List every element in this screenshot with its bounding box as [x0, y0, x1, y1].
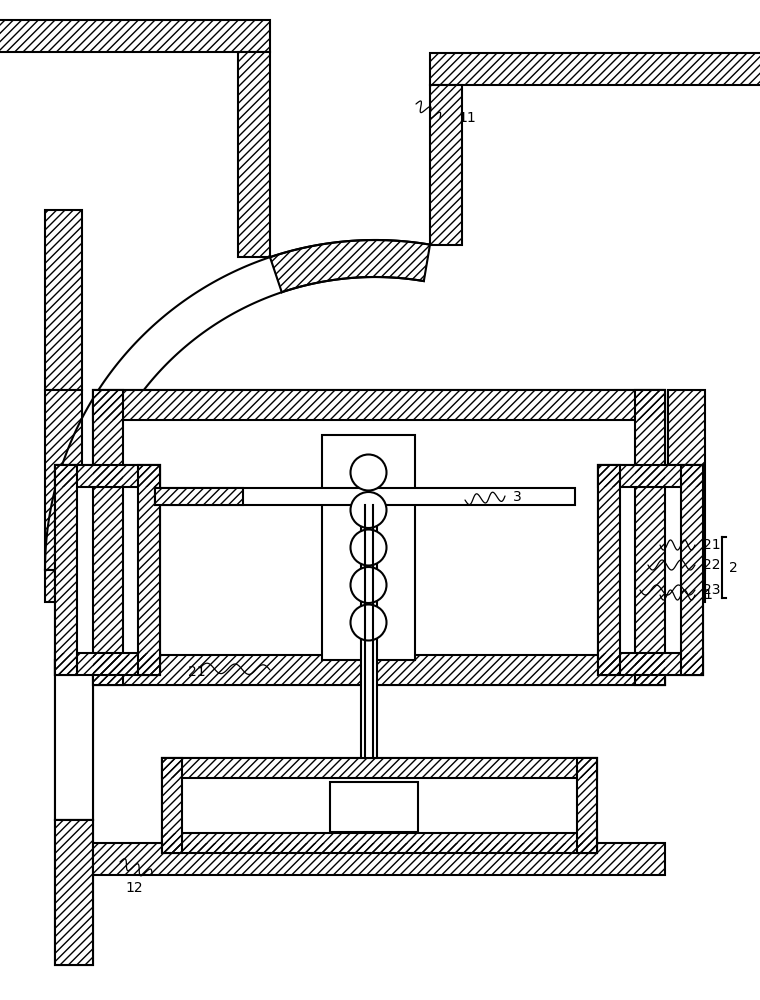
Bar — [0, 20, 270, 52]
Polygon shape — [270, 240, 430, 292]
Bar — [430, 53, 760, 85]
Circle shape — [350, 567, 387, 603]
Text: 21: 21 — [188, 665, 206, 679]
Text: 12: 12 — [125, 881, 143, 895]
Bar — [430, 85, 462, 245]
Bar — [45, 210, 82, 390]
Bar — [55, 465, 160, 675]
Text: 2: 2 — [729, 561, 738, 575]
Bar — [668, 390, 705, 570]
Text: 1: 1 — [703, 588, 712, 602]
Bar — [238, 52, 270, 257]
Circle shape — [350, 454, 387, 490]
Bar — [55, 653, 160, 675]
Text: 21: 21 — [703, 538, 720, 552]
Bar — [360, 505, 376, 758]
Bar — [598, 653, 703, 675]
Bar — [635, 390, 665, 685]
Bar — [598, 465, 703, 487]
Bar — [55, 820, 93, 965]
Bar — [45, 390, 82, 570]
Bar — [93, 390, 665, 420]
Bar — [138, 465, 160, 675]
Bar — [681, 465, 703, 675]
Bar — [45, 210, 82, 390]
Bar — [45, 570, 705, 602]
Bar — [55, 653, 160, 675]
Bar — [162, 758, 597, 853]
Bar — [162, 758, 182, 853]
Bar — [430, 85, 462, 245]
Bar — [93, 843, 665, 875]
Bar — [45, 570, 705, 602]
Bar — [162, 758, 597, 778]
Circle shape — [350, 530, 387, 566]
Bar — [93, 390, 665, 685]
Bar — [162, 758, 597, 778]
Bar — [93, 390, 123, 685]
Bar — [45, 390, 82, 570]
Bar — [668, 390, 705, 570]
Bar — [0, 20, 270, 52]
Text: 11: 11 — [458, 111, 476, 125]
Bar — [93, 655, 665, 685]
Text: 22: 22 — [703, 558, 720, 572]
Bar — [55, 820, 93, 965]
Bar — [93, 390, 665, 420]
Bar — [55, 660, 93, 820]
Bar — [155, 488, 243, 505]
Bar — [635, 390, 665, 685]
Text: 23: 23 — [703, 583, 720, 597]
Bar — [155, 488, 575, 505]
Bar — [598, 465, 620, 675]
Bar — [93, 390, 123, 685]
Bar — [162, 833, 597, 853]
Bar — [55, 465, 77, 675]
Bar — [55, 465, 77, 675]
Bar — [598, 465, 620, 675]
Bar — [162, 833, 597, 853]
Bar — [55, 660, 93, 820]
Bar — [430, 53, 760, 85]
Bar — [598, 653, 703, 675]
Bar — [577, 758, 597, 853]
Bar — [162, 758, 182, 853]
Circle shape — [350, 604, 387, 641]
Bar — [681, 465, 703, 675]
Bar — [598, 465, 703, 487]
Bar — [238, 52, 270, 257]
Circle shape — [350, 492, 387, 528]
Bar — [93, 843, 665, 875]
Text: 3: 3 — [513, 490, 522, 504]
Bar — [55, 820, 93, 965]
Bar — [577, 758, 597, 853]
Bar — [330, 782, 418, 832]
Bar — [322, 435, 415, 660]
Bar — [93, 655, 665, 685]
Bar — [138, 465, 160, 675]
Bar — [55, 465, 160, 487]
Bar — [598, 465, 703, 675]
Bar — [55, 465, 160, 487]
Bar — [155, 488, 243, 505]
